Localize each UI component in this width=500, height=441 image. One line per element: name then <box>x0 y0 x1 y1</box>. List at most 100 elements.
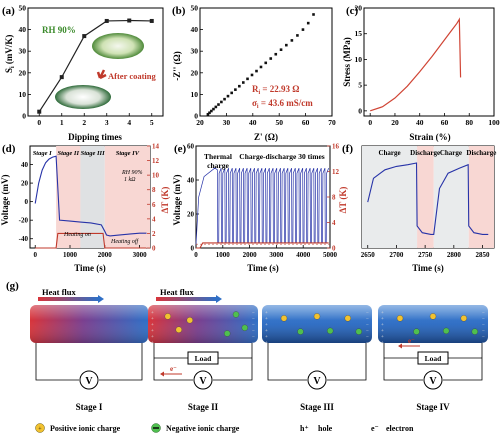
electrode-charge-symbol: − <box>252 323 255 328</box>
positive-ion <box>164 313 171 320</box>
panel-d-stage-label: Stage III <box>81 150 105 157</box>
panel-a-point <box>104 18 109 23</box>
y-tick-label: -20 <box>19 217 29 225</box>
legend-negative: Negative ionic charge <box>166 424 240 433</box>
y-tick-label: 20 <box>187 211 195 219</box>
device-shine <box>378 305 488 343</box>
y2-tick-label: 6 <box>152 201 156 209</box>
legend-electron: electron <box>386 424 414 433</box>
electrode-charge-symbol: + <box>265 317 268 322</box>
panel-b-point <box>264 61 268 65</box>
positive-charge-icon <box>35 423 45 433</box>
y2-tick-label: 8 <box>152 186 156 194</box>
positive-ion <box>460 315 467 322</box>
panel-d-axes: 0 1000 2000 3000 -40 -20 0 20 40 0 2 4 6 8 10 12 14 <box>19 143 160 260</box>
panel-b-xlabel: Z' (Ω) <box>254 132 278 142</box>
panel-b-label: (b) <box>172 5 186 17</box>
panel-b-resistance: Ri = 22.93 Ω <box>252 84 300 96</box>
voltmeter-icon <box>423 370 443 390</box>
x-tick-label: 4 <box>127 118 131 127</box>
electrode-charge-symbol: + <box>151 317 154 322</box>
x-tick-label: 0 <box>194 251 198 259</box>
y-tick-label: 0 <box>358 106 362 115</box>
panel-d-rh: RH 90% <box>121 170 143 176</box>
device-stage-4: + − + − + − + − + − + − V Load e⁻ Stage IV <box>378 305 488 412</box>
y-tick-label: 40 <box>19 25 27 34</box>
electron-arrowhead <box>398 343 402 349</box>
heat-flux-label: Heat flux <box>42 287 77 297</box>
electrode-charge-symbol: − <box>482 341 485 346</box>
panel-b-point <box>290 39 294 42</box>
electrode-charge-symbol: − <box>482 335 485 340</box>
electrode-charge-symbol: − <box>366 323 369 328</box>
panel-f-label: (f) <box>342 143 353 155</box>
electrode-charge-symbol: + <box>265 341 268 346</box>
x-tick-label: 100 <box>488 118 500 127</box>
electrode-charge-symbol: + <box>381 323 384 328</box>
panel-d-load: 1 kΩ <box>124 177 136 183</box>
panel-f-phase-label: Discharge <box>466 149 496 157</box>
panel-e-plot <box>195 167 330 249</box>
negative-ion <box>232 311 240 318</box>
electrode-charge-symbol: + <box>151 341 154 346</box>
panel-d: (d) 0 1000 2000 3000-40-200204002468101214 … <box>0 143 170 274</box>
stage-shade-2 <box>56 146 81 248</box>
x-tick-label: 60 <box>441 118 449 127</box>
panel-b-point <box>246 77 249 81</box>
phase-shade-3 <box>433 146 469 248</box>
y-tick-label: 20 <box>191 68 199 77</box>
panel-a-inset-label: After coating <box>108 71 157 81</box>
panel-b-point <box>223 97 226 101</box>
electrode-charge-symbol: + <box>151 335 154 340</box>
panel-d-xlabel: Time (s) <box>74 263 106 273</box>
circuit-wire <box>443 343 483 381</box>
circuit-wire <box>213 343 253 381</box>
panel-e-temp-line <box>196 242 329 249</box>
positive-ion <box>429 313 437 320</box>
x-tick-label: 5 <box>150 118 154 127</box>
panel-b-frame <box>199 7 333 117</box>
x-tick-label: 2750 <box>418 251 433 259</box>
negative-ion <box>443 327 450 334</box>
electrode-charge-symbol: − <box>252 329 255 334</box>
panel-e-voltage-line <box>195 167 329 245</box>
voltmeter-symbol: V <box>313 376 321 387</box>
panel-f-axes: 2650 2700 2750 2800 2850 <box>361 245 490 259</box>
y-tick-label: 10 <box>191 90 199 99</box>
y-tick-label: 0 <box>194 112 198 121</box>
electron-label: e⁻ <box>408 337 415 345</box>
load-label: Load <box>195 354 213 363</box>
x-tick-label: 4000 <box>296 251 311 259</box>
panel-f-phase-label: Charge <box>440 149 462 157</box>
panel-e-annotation-1: Thermal <box>204 152 232 161</box>
positive-ion <box>280 315 288 322</box>
electrode-charge-symbol: − <box>366 341 369 346</box>
panel-b-point <box>259 65 263 69</box>
y2-tick-label: 12 <box>332 168 340 176</box>
panel-d-ylabel: Voltage (mV) <box>0 175 10 226</box>
panel-d-y2label: ΔT (K) <box>160 187 170 214</box>
positive-ion <box>344 315 351 322</box>
device-shine <box>262 305 372 343</box>
heat-flux-arrowhead <box>98 295 104 303</box>
panel-b-point <box>312 13 315 16</box>
voltmeter-icon <box>307 370 327 390</box>
x-tick-label: 5000 <box>323 251 338 259</box>
panel-a-ylabel: Si (mV/K) <box>4 35 16 73</box>
panel-b-conductivity: σi = 43.6 mS/cm <box>252 98 313 110</box>
device-stage-1: Heat flux V Stage I <box>30 287 148 412</box>
y2-tick-label: 8 <box>332 194 336 202</box>
voltmeter-symbol: V <box>199 376 207 387</box>
panel-d-heating-off: Heating off <box>110 238 139 245</box>
negative-ion <box>297 328 304 335</box>
panel-e-label: (e) <box>174 143 187 155</box>
y-tick-label: 20 <box>21 180 29 188</box>
circuit-wire <box>35 343 79 381</box>
y-tick-label: 60 <box>187 143 195 151</box>
panel-c-xlabel: Strain (%) <box>409 132 450 142</box>
y-tick-label: 30 <box>19 47 27 56</box>
x-tick-label: 1000 <box>216 251 231 259</box>
negative-ion <box>413 328 420 335</box>
electrode-charge-symbol: + <box>381 317 384 322</box>
